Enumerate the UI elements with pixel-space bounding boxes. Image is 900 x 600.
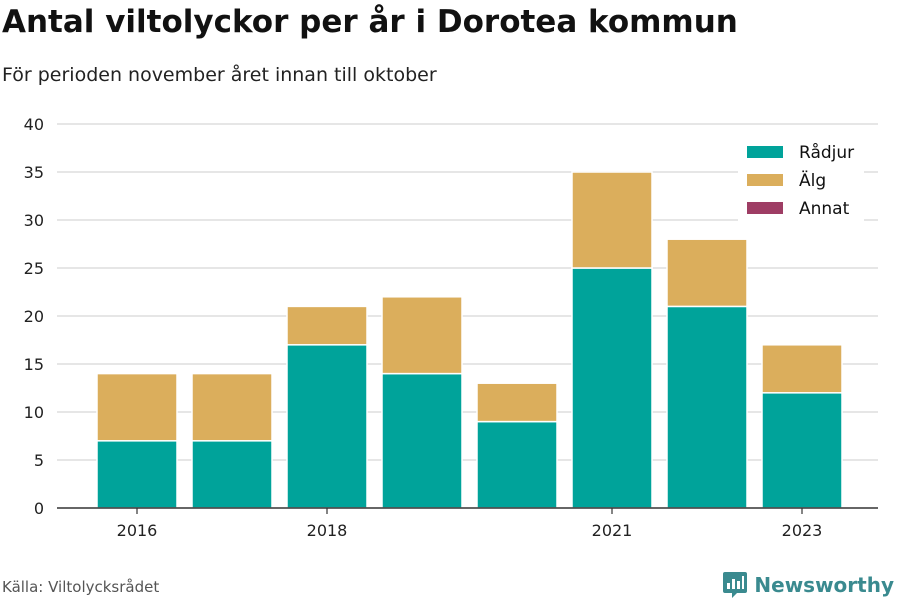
newsworthy-logo-icon xyxy=(723,572,748,598)
legend-swatch xyxy=(747,174,783,186)
bar-segment xyxy=(96,372,178,442)
y-tick-label: 20 xyxy=(24,307,44,326)
brand-logo: Newsworthy xyxy=(722,570,894,600)
chart-subtitle: För perioden november året innan till ok… xyxy=(2,64,437,86)
bar-segment xyxy=(761,344,843,394)
bar-segment xyxy=(191,372,273,442)
bars xyxy=(96,171,843,509)
source-note: Källa: Viltolycksrådet xyxy=(2,578,160,596)
bar-segment xyxy=(476,420,558,509)
bar-segment xyxy=(476,382,558,423)
legend-swatch xyxy=(747,146,783,158)
bar-segment xyxy=(381,296,463,375)
y-tick-label: 5 xyxy=(34,451,44,470)
x-tick-label: 2021 xyxy=(592,521,633,540)
y-tick-label: 35 xyxy=(24,163,44,182)
bar-segment xyxy=(666,305,748,509)
bar-segment xyxy=(761,392,843,509)
chart-title: Antal viltolyckor per år i Dorotea kommu… xyxy=(2,4,738,40)
legend-label: Älg xyxy=(799,170,826,191)
legend-swatch xyxy=(747,202,783,214)
y-tick-label: 15 xyxy=(24,355,44,374)
legend-label: Annat xyxy=(799,199,850,219)
y-tick-label: 25 xyxy=(24,259,44,278)
x-axis-ticks: 2016 2018 2021 2023 xyxy=(117,508,823,540)
legend-label: Rådjur xyxy=(799,142,854,163)
bar-segment xyxy=(191,440,273,509)
x-tick-label: 2023 xyxy=(782,521,823,540)
x-tick-label: 2018 xyxy=(307,521,348,540)
stacked-bar-chart: 0 5 10 15 20 25 30 35 40 2016 2018 2021 2023 Rådjur… xyxy=(24,115,878,540)
y-axis-ticks: 0 5 10 15 20 25 30 35 40 xyxy=(24,115,44,518)
bar-segment xyxy=(666,238,748,308)
bar-segment xyxy=(286,305,368,346)
bar-segment xyxy=(571,171,653,269)
y-tick-label: 0 xyxy=(34,499,44,518)
y-tick-label: 10 xyxy=(24,403,44,422)
legend: Rådjur Älg Annat xyxy=(738,140,864,224)
y-tick-label: 30 xyxy=(24,211,44,230)
x-tick-label: 2016 xyxy=(117,521,158,540)
bar-segment xyxy=(571,267,653,509)
brand-name: Newsworthy xyxy=(754,573,894,597)
bar-segment xyxy=(96,440,178,509)
bar-segment xyxy=(286,344,368,509)
y-tick-label: 40 xyxy=(24,115,44,134)
bar-segment xyxy=(381,372,463,509)
